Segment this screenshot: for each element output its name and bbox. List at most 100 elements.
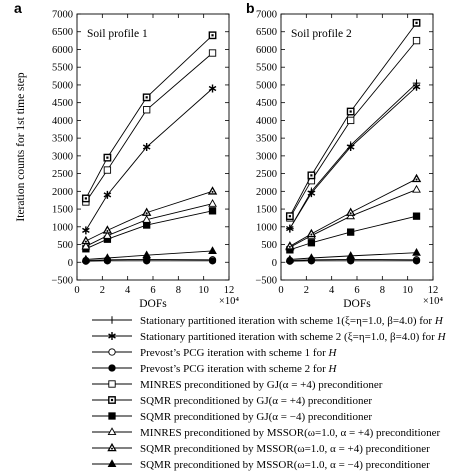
legend-marker — [108, 316, 116, 324]
data-point — [102, 225, 113, 234]
series-sqmr_mssor_m — [81, 246, 217, 263]
data-point — [411, 173, 422, 183]
y-tick-label: 3000 — [52, 151, 73, 162]
data-point — [346, 107, 355, 116]
legend-entry-sp1: Stationary partitioned iteration with sc… — [92, 315, 444, 327]
data-point — [143, 257, 151, 265]
series-line-minres_gj — [289, 40, 417, 219]
x-tick-label: 0 — [278, 285, 283, 296]
data-point — [286, 224, 294, 233]
data-point — [412, 212, 421, 220]
legend: Stationary partitioned iteration with sc… — [92, 315, 447, 471]
series-sqmr_gj_p — [285, 18, 421, 221]
data-point — [285, 254, 295, 263]
series-line-sp2 — [289, 86, 417, 229]
data-point — [81, 254, 91, 263]
y-tick-label: 7000 — [52, 10, 73, 21]
data-point — [82, 226, 90, 235]
data-point — [412, 18, 421, 27]
x-tick-label: 6 — [150, 285, 155, 296]
series-line-sp1 — [289, 82, 417, 229]
y-axis-label: Iteration counts for 1st time step — [15, 72, 27, 221]
series-minres_gj — [286, 36, 421, 222]
data-point — [412, 257, 421, 265]
data-point — [412, 36, 421, 45]
data-point — [208, 257, 217, 265]
data-point — [208, 31, 217, 40]
data-point — [347, 116, 355, 125]
series-line-sqmr_mssor_p — [289, 178, 417, 247]
data-point — [141, 207, 152, 216]
x-tick-label: 8 — [380, 285, 385, 296]
x-tick-label: 12 — [428, 285, 439, 296]
legend-marker — [108, 332, 116, 340]
series-sqmr_mssor_p — [285, 173, 422, 250]
legend-entry-sqmr_gj_p: SQMR preconditioned by GJ(α = +4) precon… — [92, 395, 372, 407]
x-tick-label: 10 — [402, 285, 413, 296]
data-point — [285, 241, 295, 250]
series-sqmr_mssor_m — [285, 247, 421, 263]
data-point — [208, 49, 217, 57]
y-tick-label: 6500 — [256, 27, 277, 38]
legend-entry-pcg1: Prevost’s PCG iteration with scheme 1 fo… — [92, 347, 338, 359]
data-point — [307, 239, 316, 247]
legend-label: SQMR preconditioned by GJ(α = −4) precon… — [140, 411, 372, 423]
y-tick-label: 4500 — [256, 98, 277, 109]
legend-marker — [108, 412, 116, 420]
data-point — [81, 241, 91, 250]
data-point — [143, 106, 151, 114]
series-line-pcg1 — [289, 258, 417, 261]
legend-label: SQMR preconditioned by MSSOR(ω=1.0, α = … — [140, 459, 430, 471]
data-point — [142, 93, 151, 102]
y-tick-label: 1500 — [256, 205, 277, 216]
legend-entry-sqmr_mssor_p: SQMR preconditioned by MSSOR(ω=1.0, α = … — [92, 443, 430, 455]
y-tick-label: 1000 — [52, 222, 73, 233]
x-tick-label: 4 — [329, 285, 335, 296]
series-sp1 — [286, 79, 421, 233]
chart-panel-b: b−50005001000150020002500300035004000450… — [246, 0, 443, 310]
legend-entry-pcg2: Prevost’s PCG iteration with scheme 2 fo… — [92, 363, 338, 375]
x-tick-label: 0 — [74, 285, 79, 296]
data-point — [103, 153, 112, 162]
y-tick-label: 500 — [57, 240, 73, 251]
data-point — [208, 84, 217, 93]
legend-entry-sqmr_gj_m: SQMR preconditioned by GJ(α = −4) precon… — [92, 411, 372, 423]
x-axis-multiplier: ×10⁴ — [423, 296, 443, 307]
y-tick-label: 2500 — [256, 169, 277, 180]
y-tick-label: 4500 — [52, 98, 73, 109]
series-line-sqmr_mssor_m — [289, 252, 417, 260]
data-point — [347, 228, 355, 236]
series-line-minres_mssor — [289, 189, 417, 248]
y-tick-label: 0 — [68, 258, 73, 269]
y-tick-label: 5500 — [256, 63, 277, 74]
legend-label: Stationary partitioned iteration with sc… — [140, 331, 447, 343]
data-point — [207, 186, 218, 195]
y-tick-label: 500 — [261, 240, 277, 251]
legend-label: Prevost’s PCG iteration with scheme 2 fo… — [140, 363, 338, 375]
data-point — [306, 228, 317, 238]
y-tick-label: 6000 — [256, 45, 277, 56]
data-point — [412, 184, 421, 193]
data-point — [143, 221, 151, 229]
y-tick-label: 5000 — [52, 80, 73, 91]
y-tick-label: −500 — [51, 276, 73, 287]
data-point — [103, 253, 112, 262]
x-tick-label: 8 — [176, 285, 181, 296]
y-tick-label: 6000 — [52, 45, 73, 56]
x-tick-label: 2 — [100, 285, 105, 296]
legend-label: Stationary partitioned iteration with sc… — [140, 315, 444, 327]
legend-marker — [108, 380, 116, 388]
y-tick-label: −500 — [255, 276, 277, 287]
data-point — [285, 212, 294, 221]
y-tick-label: 7000 — [256, 10, 277, 21]
x-tick-label: 2 — [304, 285, 309, 296]
series-minres_mssor — [81, 199, 217, 250]
data-point — [142, 250, 152, 259]
legend-marker — [108, 364, 116, 372]
legend-marker — [108, 348, 116, 356]
legend-label: MINRES preconditioned by GJ(α = +4) prec… — [140, 379, 383, 391]
data-point — [208, 199, 217, 207]
legend-entry-sqmr_mssor_m: SQMR preconditioned by MSSOR(ω=1.0, α = … — [92, 459, 430, 471]
x-axis-multiplier: ×10⁴ — [219, 296, 239, 307]
y-tick-label: 2000 — [52, 187, 73, 198]
